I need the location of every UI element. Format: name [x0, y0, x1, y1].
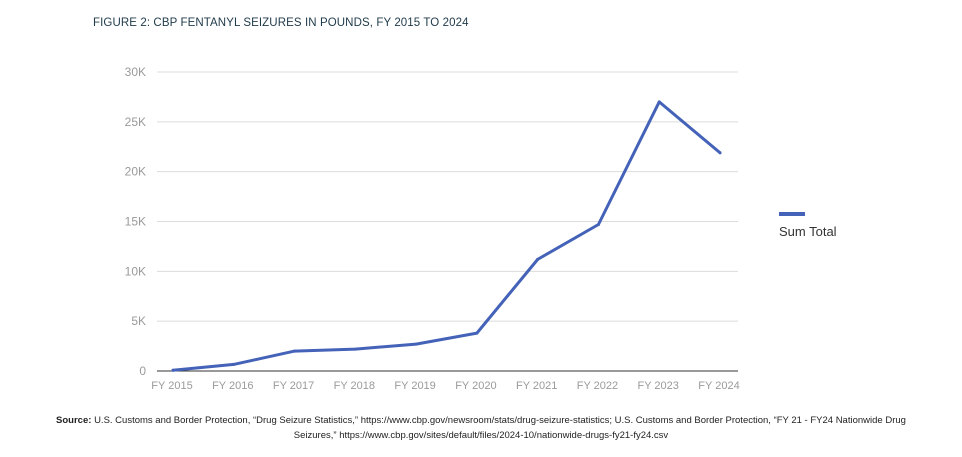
x-tick-label: FY 2015 — [151, 380, 192, 392]
y-tick-label: 25K — [125, 115, 146, 129]
data-point — [232, 362, 236, 366]
y-tick-label: 5K — [131, 314, 146, 328]
line-chart: 0 5K 10K 15K 20K 25K 30K FY 2015 FY 2016 FY 2017… — [125, 65, 740, 392]
series-line-sum-total — [171, 100, 722, 372]
grid-lines — [157, 71, 738, 322]
data-point — [293, 349, 297, 353]
chart-title: FIGURE 2: CBP FENTANYL SEIZURES IN POUND… — [93, 17, 469, 29]
data-point — [353, 347, 357, 351]
x-tick-label: FY 2020 — [455, 380, 496, 392]
y-tick-label: 20K — [125, 165, 146, 179]
y-tick-label: 30K — [125, 65, 146, 79]
data-point — [475, 331, 479, 335]
source-text-line1: U.S. Customs and Border Protection, “Dru… — [94, 415, 906, 426]
x-tick-label: FY 2023 — [638, 380, 679, 392]
y-axis-tick-labels: 0 5K 10K 15K 20K 25K 30K — [125, 65, 147, 378]
data-point — [536, 257, 540, 261]
x-axis-tick-labels: FY 2015 FY 2016 FY 2017 FY 2018 FY 2019 FY 20… — [151, 380, 739, 392]
source-label: Source: — [56, 415, 92, 426]
data-point — [171, 368, 175, 372]
x-tick-label: FY 2018 — [334, 380, 375, 392]
data-point — [414, 342, 418, 346]
y-tick-label: 10K — [125, 264, 146, 278]
x-tick-label: FY 2024 — [698, 380, 739, 392]
x-tick-label: FY 2022 — [577, 380, 618, 392]
source-text-line2: Seizures,” https://www.cbp.gov/sites/def… — [293, 430, 669, 441]
legend-label-sum-total: Sum Total — [779, 224, 837, 239]
x-tick-label: FY 2016 — [212, 380, 253, 392]
y-tick-label: 15K — [125, 215, 146, 229]
data-point — [718, 151, 722, 155]
data-point — [596, 222, 600, 226]
legend-swatch-sum-total — [779, 212, 805, 216]
legend: Sum Total — [779, 212, 837, 239]
source-note: Source: U.S. Customs and Border Protecti… — [0, 413, 962, 443]
y-tick-label: 0 — [139, 364, 146, 378]
series-layer — [171, 100, 722, 372]
data-point — [657, 100, 661, 104]
x-tick-label: FY 2021 — [516, 380, 557, 392]
x-tick-label: FY 2017 — [273, 380, 314, 392]
x-tick-label: FY 2019 — [394, 380, 435, 392]
